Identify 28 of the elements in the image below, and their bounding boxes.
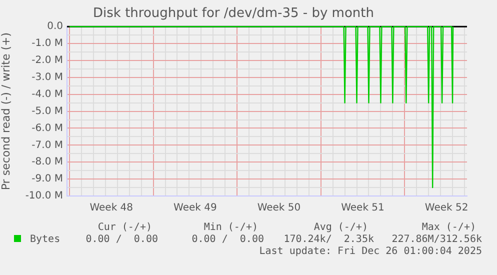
text: Max (-/+) — [422, 222, 476, 234]
text: 170.24k/ 2.35k — [284, 234, 374, 246]
x-tick-label: Week 51 — [341, 202, 384, 214]
y-tick-label: 0.0 — [47, 21, 63, 32]
text: Avg (-/+) — [314, 222, 368, 234]
text: 227.86M/312.56k — [392, 234, 482, 246]
text: Cur (-/+) — [98, 222, 152, 234]
x-tick-label: Week 52 — [424, 202, 468, 214]
text: Min (-/+) — [204, 222, 258, 234]
y-tick-label: -6.0 M — [32, 122, 63, 134]
y-tick-label: -4.0 M — [32, 88, 63, 100]
x-tick-label: Week 50 — [257, 202, 301, 214]
chart-title: Disk throughput for /dev/dm-35 - by month — [93, 6, 374, 22]
y-tick-label: -10.0 M — [25, 190, 63, 202]
y-tick-label: -2.0 M — [32, 55, 63, 66]
y-tick-label: -7.0 M — [32, 140, 63, 151]
x-tick-label: Week 48 — [90, 202, 134, 214]
y-axis-title: Pr second read (-) / write (+) — [0, 32, 12, 190]
y-tick-label: -9.0 M — [32, 174, 63, 185]
y-tick-label: -3.0 M — [32, 72, 63, 84]
text: Last update: Fri Dec 26 01:00:04 2025 — [259, 246, 482, 258]
y-tick-label: -1.0 M — [32, 38, 63, 50]
x-tick-label: Week 49 — [174, 202, 217, 214]
text: 0.00 / 0.00 — [192, 234, 264, 246]
y-tick-label: -5.0 M — [32, 106, 63, 117]
legend-label: Bytes — [29, 234, 60, 246]
text: 0.00 / 0.00 — [86, 234, 158, 246]
y-tick-label: -8.0 M — [32, 156, 63, 168]
